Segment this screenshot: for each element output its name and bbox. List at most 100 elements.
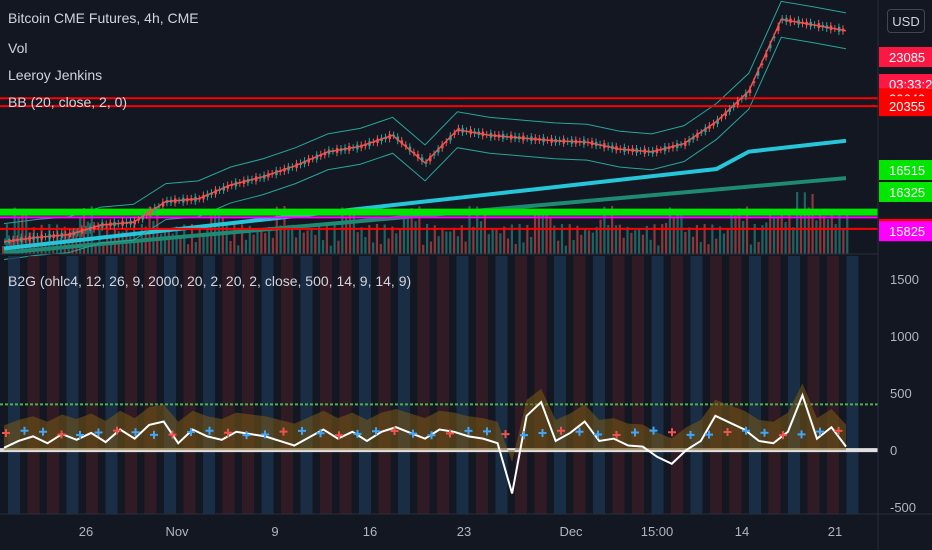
volume-bar bbox=[329, 245, 332, 254]
oscillator-title: B2G (ohlc4, 12, 26, 9, 2000, 20, 2, 20, … bbox=[8, 273, 412, 289]
candle-body bbox=[765, 53, 768, 58]
volume-bar bbox=[560, 224, 564, 254]
volume-bar bbox=[256, 228, 259, 254]
volume-bar bbox=[271, 237, 275, 254]
volume-bar bbox=[730, 211, 733, 254]
volume-bar bbox=[834, 224, 837, 254]
price-label: 16325 bbox=[889, 185, 925, 200]
candle-body bbox=[728, 108, 732, 112]
volume-bar bbox=[680, 213, 683, 254]
candle-body bbox=[716, 119, 719, 124]
volume-bar bbox=[445, 231, 448, 254]
volume-bar bbox=[553, 225, 556, 254]
price-pane[interactable] bbox=[0, 0, 878, 261]
session-band bbox=[846, 256, 859, 514]
volume-bar bbox=[422, 244, 425, 254]
volume-bar bbox=[772, 217, 776, 254]
session-band bbox=[261, 256, 274, 514]
volume-bar bbox=[321, 240, 325, 254]
volume-bar bbox=[314, 234, 317, 254]
session-band bbox=[515, 256, 527, 514]
volume-bar bbox=[576, 225, 579, 254]
time-axis-label: 21 bbox=[828, 524, 842, 539]
currency-button[interactable]: USD bbox=[887, 9, 925, 33]
volume-bar bbox=[672, 217, 675, 254]
volume-bar bbox=[807, 207, 810, 254]
signal-cross bbox=[335, 431, 343, 440]
volume-bar bbox=[229, 240, 232, 254]
indicator-label: Leeroy Jenkins bbox=[8, 67, 103, 83]
volume-bar bbox=[595, 226, 598, 254]
signal-cross bbox=[279, 427, 288, 436]
signal-cross bbox=[834, 426, 843, 435]
volume-bar bbox=[190, 224, 194, 254]
volume-bar bbox=[237, 245, 240, 254]
volume-bar bbox=[742, 220, 745, 254]
volume-bar bbox=[17, 217, 20, 254]
signal-cross bbox=[816, 427, 824, 436]
volume-label: Vol bbox=[8, 40, 28, 56]
time-axis-label: 14 bbox=[735, 524, 749, 539]
volume-bar bbox=[761, 225, 764, 254]
volume-bar bbox=[198, 225, 201, 254]
session-band bbox=[749, 256, 761, 514]
volume-bar bbox=[503, 226, 506, 254]
volume-bar bbox=[645, 225, 648, 254]
volume-bar bbox=[429, 241, 433, 254]
volume-bar bbox=[826, 219, 830, 254]
volume-bar bbox=[769, 213, 772, 254]
signal-cross bbox=[686, 430, 695, 439]
volume-bar bbox=[414, 221, 417, 254]
volume-bar bbox=[564, 245, 567, 254]
session-band bbox=[339, 256, 352, 514]
volume-bar bbox=[711, 224, 714, 254]
time-axis-label: 16 bbox=[363, 524, 377, 539]
volume-bar bbox=[264, 232, 267, 254]
candle-body bbox=[700, 132, 703, 134]
signal-cross bbox=[649, 426, 658, 435]
candle-body bbox=[416, 153, 420, 159]
candle-body bbox=[392, 134, 396, 136]
volume-bar bbox=[572, 240, 575, 254]
session-band bbox=[632, 256, 644, 514]
session-band bbox=[593, 256, 605, 514]
volume-bar bbox=[318, 225, 321, 254]
volume-bar bbox=[618, 224, 621, 254]
volume-bar bbox=[294, 237, 298, 254]
session-band bbox=[807, 256, 820, 514]
volume-bar bbox=[410, 208, 413, 254]
volume-bar bbox=[187, 244, 190, 254]
volume-bar bbox=[233, 224, 236, 254]
volume-bar bbox=[664, 222, 668, 254]
candle-body bbox=[420, 157, 424, 162]
signal-cross bbox=[187, 427, 195, 436]
volume-bar bbox=[522, 242, 525, 254]
volume-bar bbox=[260, 230, 263, 254]
volume-bar bbox=[811, 193, 814, 254]
volume-bar bbox=[160, 233, 163, 254]
oscillator-pane[interactable] bbox=[0, 256, 878, 514]
signal-cross bbox=[427, 431, 436, 440]
time-axis-label: 9 bbox=[271, 524, 278, 539]
volume-bar bbox=[537, 214, 540, 254]
session-band bbox=[398, 256, 410, 514]
volume-bar bbox=[541, 212, 544, 254]
volume-bar bbox=[557, 240, 560, 254]
volume-bar bbox=[626, 226, 629, 254]
session-band bbox=[827, 256, 839, 514]
signal-cross bbox=[483, 427, 491, 436]
volume-bar bbox=[580, 234, 583, 254]
session-band bbox=[164, 256, 176, 514]
price-label-box bbox=[879, 182, 932, 202]
session-band bbox=[417, 256, 430, 514]
candle-body bbox=[769, 44, 772, 49]
candle-body bbox=[408, 146, 412, 152]
volume-bar bbox=[568, 224, 571, 254]
candle-body bbox=[404, 144, 408, 147]
candle-body bbox=[720, 117, 723, 119]
candle-body bbox=[740, 98, 744, 100]
signal-cross bbox=[316, 429, 325, 438]
volume-bar bbox=[487, 234, 490, 254]
volume-bar bbox=[399, 229, 402, 254]
